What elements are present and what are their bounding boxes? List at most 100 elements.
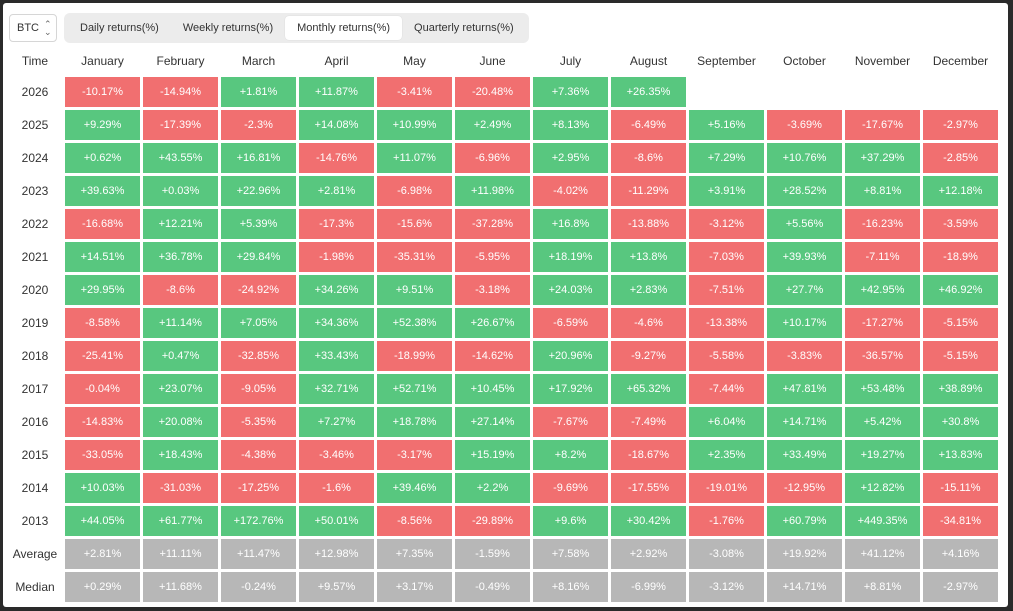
return-cell (845, 77, 920, 107)
return-cell: +9.51% (377, 275, 452, 305)
return-cell: -9.05% (221, 374, 296, 404)
return-cell: -17.39% (143, 110, 218, 140)
return-cell: -17.67% (845, 110, 920, 140)
return-cell: -3.08% (689, 539, 764, 569)
return-cell: +2.83% (611, 275, 686, 305)
return-cell: +2.35% (689, 440, 764, 470)
return-cell: +2.49% (455, 110, 530, 140)
asset-select[interactable]: BTC ⌃ ⌄ (9, 14, 57, 42)
return-cell: +9.6% (533, 506, 608, 536)
return-cell: +19.92% (767, 539, 842, 569)
return-cell: -5.58% (689, 341, 764, 371)
return-cell: -36.57% (845, 341, 920, 371)
return-cell: +10.99% (377, 110, 452, 140)
return-cell: -14.94% (143, 77, 218, 107)
year-label: 2022 (21, 217, 49, 231)
return-cell: -3.18% (455, 275, 530, 305)
return-cell: -33.05% (65, 440, 140, 470)
return-cell: -17.55% (611, 473, 686, 503)
return-cell: +30.8% (923, 407, 998, 437)
return-cell: +37.29% (845, 143, 920, 173)
summary-row: Average +2.81% +11.11% +11.47% +12.98% +7.35%… (8, 539, 998, 569)
return-cell: -3.41% (377, 77, 452, 107)
table-row: 2024 +0.62% +43.55% +16.81% -14.76% +11.07% -6… (8, 143, 998, 173)
return-cell: -32.85% (221, 341, 296, 371)
corner-header: Time (21, 54, 49, 68)
return-cell: +7.35% (377, 539, 452, 569)
return-cell: +3.91% (689, 176, 764, 206)
return-cell: -19.01% (689, 473, 764, 503)
return-cell: +10.76% (767, 143, 842, 173)
chevron-updown-icon: ⌃ ⌄ (44, 19, 52, 37)
return-cell: +1.81% (221, 77, 296, 107)
return-cell: +23.07% (143, 374, 218, 404)
month-header: May (403, 54, 426, 68)
return-cell: -2.3% (221, 110, 296, 140)
return-cell: +14.71% (767, 407, 842, 437)
summary-label: Average (12, 547, 58, 561)
return-cell: +33.43% (299, 341, 374, 371)
return-cell: +27.14% (455, 407, 530, 437)
return-cell: -6.49% (611, 110, 686, 140)
tab-weekly-returns[interactable]: Weekly returns(%) (182, 22, 274, 34)
month-header: June (479, 54, 506, 68)
return-cell: +2.81% (65, 539, 140, 569)
return-cell: +5.56% (767, 209, 842, 239)
return-cell (923, 77, 998, 107)
return-cell: +17.92% (533, 374, 608, 404)
table-row: 2025 +9.29% -17.39% -2.3% +14.08% +10.99% +2.4… (8, 110, 998, 140)
return-cell: +60.79% (767, 506, 842, 536)
month-header: March (241, 54, 276, 68)
return-cell: +42.95% (845, 275, 920, 305)
return-cell: -4.38% (221, 440, 296, 470)
tab-monthly-returns[interactable]: Monthly returns(%) (285, 16, 403, 40)
month-header: December (932, 54, 989, 68)
return-cell: -7.44% (689, 374, 764, 404)
return-cell: -3.12% (689, 209, 764, 239)
return-cell: +3.17% (377, 572, 452, 602)
return-cell: +11.11% (143, 539, 218, 569)
return-cell: +18.19% (533, 242, 608, 272)
summary-label: Median (15, 580, 55, 594)
tab-quarterly-returns[interactable]: Quarterly returns(%) (414, 22, 514, 34)
return-cell: +20.08% (143, 407, 218, 437)
return-cell: +9.29% (65, 110, 140, 140)
return-cell: +0.62% (65, 143, 140, 173)
return-cell: -3.12% (689, 572, 764, 602)
table-row: 2022 -16.68% +12.21% +5.39% -17.3% -15.6% -37.… (8, 209, 998, 239)
return-cell: -6.96% (455, 143, 530, 173)
table-row: 2020 +29.95% -8.6% -24.92% +34.26% +9.51% -3.1… (8, 275, 998, 305)
return-cell: +16.81% (221, 143, 296, 173)
return-cell: -13.38% (689, 308, 764, 338)
return-cell: -34.81% (923, 506, 998, 536)
return-cell: +16.8% (533, 209, 608, 239)
return-cell: +10.03% (65, 473, 140, 503)
return-cell: +7.27% (299, 407, 374, 437)
return-cell: +33.49% (767, 440, 842, 470)
table-row: 2021 +14.51% +36.78% +29.84% -1.98% -35.31% -5… (8, 242, 998, 272)
tab-daily-returns[interactable]: Daily returns(%) (80, 22, 159, 34)
return-cell: -15.11% (923, 473, 998, 503)
return-cell (689, 77, 764, 107)
return-cell: +65.32% (611, 374, 686, 404)
return-cell: -8.56% (377, 506, 452, 536)
table-row: 2026 -10.17% -14.94% +1.81% +11.87% -3.41% -20… (8, 77, 998, 107)
return-cell: +12.98% (299, 539, 374, 569)
month-header: November (854, 54, 911, 68)
return-cell: -24.92% (221, 275, 296, 305)
return-cell: +29.84% (221, 242, 296, 272)
header-row: Time January February March April May Ju… (8, 48, 998, 74)
return-cell: -31.03% (143, 473, 218, 503)
return-cell: +20.96% (533, 341, 608, 371)
return-cell: -1.6% (299, 473, 374, 503)
return-cell: -5.95% (455, 242, 530, 272)
year-label: 2015 (21, 448, 49, 462)
return-cell: +8.2% (533, 440, 608, 470)
return-cell: +10.45% (455, 374, 530, 404)
return-cell: -5.35% (221, 407, 296, 437)
period-tabs: Daily returns(%) Weekly returns(%) Month… (64, 13, 529, 43)
table-body: 2026 -10.17% -14.94% +1.81% +11.87% -3.41% -20… (8, 77, 998, 602)
return-cell: +50.01% (299, 506, 374, 536)
return-cell: -4.02% (533, 176, 608, 206)
return-cell: +26.35% (611, 77, 686, 107)
